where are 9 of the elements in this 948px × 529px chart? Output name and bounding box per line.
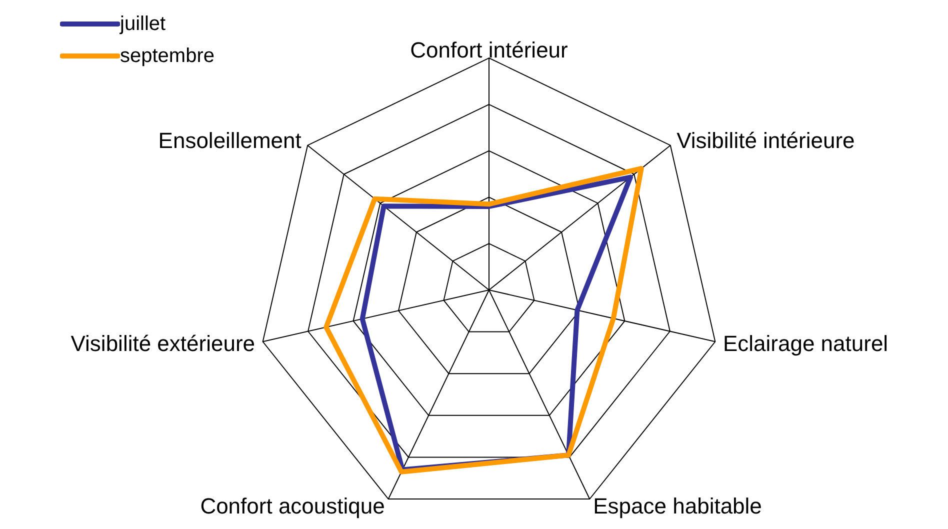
spoke-label: Confort intérieur xyxy=(410,38,568,62)
spoke-label: Visibilité intérieure xyxy=(676,128,855,153)
spoke-label: Ensoleillement xyxy=(158,128,302,153)
spoke-label: Espace habitable xyxy=(593,494,762,519)
spoke-label: Confort acoustique xyxy=(200,494,385,519)
legend-label: septembre xyxy=(120,44,214,68)
legend-label: juillet xyxy=(120,12,166,36)
spoke-label: Eclairage naturel xyxy=(722,330,888,356)
spoke-label: Visibilité extérieure xyxy=(70,330,256,356)
